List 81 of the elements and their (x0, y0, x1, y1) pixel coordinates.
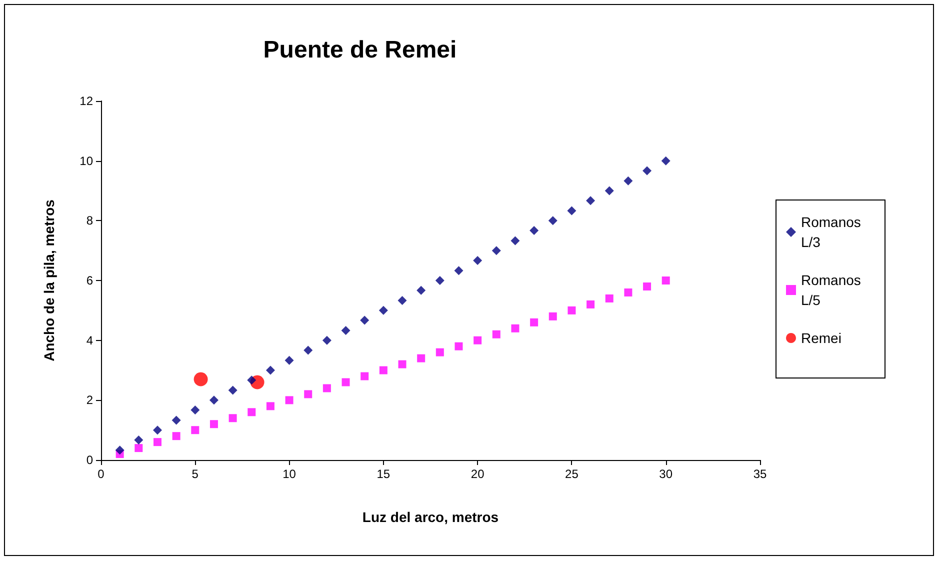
point (548, 216, 558, 226)
x-tick-label: 15 (376, 467, 390, 481)
x-tick-label: 35 (753, 467, 767, 481)
point (604, 186, 614, 196)
point (398, 296, 407, 306)
point (191, 426, 200, 434)
point (209, 396, 218, 405)
point (134, 444, 143, 452)
x-tick-label: 0 (98, 467, 105, 481)
point (398, 360, 406, 368)
point (642, 166, 652, 176)
x-tick-label: 30 (659, 467, 673, 481)
point (342, 378, 350, 386)
y-axis-title: Ancho de la pila, metros (41, 199, 57, 362)
point (548, 312, 557, 320)
y-tick-label: 6 (86, 274, 94, 288)
point (454, 342, 463, 350)
legend-label: Remei (801, 330, 842, 346)
point (436, 348, 444, 356)
x-tick-label: 5 (192, 467, 199, 481)
y-tick-label: 10 (80, 154, 94, 168)
point (511, 324, 520, 332)
y-tick-label: 12 (80, 94, 94, 108)
point (473, 256, 482, 265)
point (172, 416, 181, 425)
point (378, 306, 388, 315)
point (474, 336, 482, 344)
point (284, 356, 294, 365)
x-tick-label: 25 (565, 467, 579, 481)
legend-label: Romanos L/5 (801, 272, 865, 308)
point (567, 206, 576, 216)
point (510, 236, 520, 246)
point (341, 326, 350, 335)
chart-title: Puente de Remei (263, 36, 457, 64)
point (530, 318, 538, 326)
y-tick-label: 2 (86, 393, 94, 408)
point (530, 226, 539, 236)
point (417, 354, 426, 362)
point (266, 402, 274, 410)
point (247, 376, 256, 385)
point (379, 366, 388, 374)
point (285, 396, 294, 404)
point (586, 196, 596, 206)
point (624, 176, 633, 186)
point (153, 438, 162, 446)
point (152, 426, 162, 435)
x-axis-title: Luz del arco, metros (362, 509, 499, 525)
y-tick-label: 8 (86, 214, 94, 228)
point (360, 316, 370, 325)
point (115, 446, 124, 455)
point (322, 384, 331, 392)
point (228, 386, 238, 395)
point (228, 414, 237, 422)
x-tick-label: 20 (470, 467, 485, 481)
point (454, 266, 464, 276)
point (190, 406, 200, 415)
point (435, 276, 444, 285)
point (210, 420, 218, 428)
point (605, 294, 614, 302)
point (586, 300, 595, 308)
legend-label: Romanos L/3 (801, 214, 865, 250)
y-tick-label: 4 (86, 333, 94, 348)
point (172, 432, 180, 440)
point (134, 435, 144, 444)
point (416, 286, 426, 295)
x-tick-label: 10 (282, 467, 296, 481)
point (492, 246, 501, 256)
point (304, 346, 313, 355)
point (248, 408, 256, 416)
y-tick-label: 0 (86, 453, 94, 467)
point (360, 372, 369, 380)
point (624, 288, 632, 296)
point (304, 390, 312, 398)
point (492, 330, 500, 338)
point (266, 366, 275, 375)
point (194, 372, 208, 386)
point (643, 282, 652, 290)
point (661, 156, 670, 166)
point (662, 276, 670, 284)
point (568, 306, 576, 314)
point (322, 336, 332, 345)
